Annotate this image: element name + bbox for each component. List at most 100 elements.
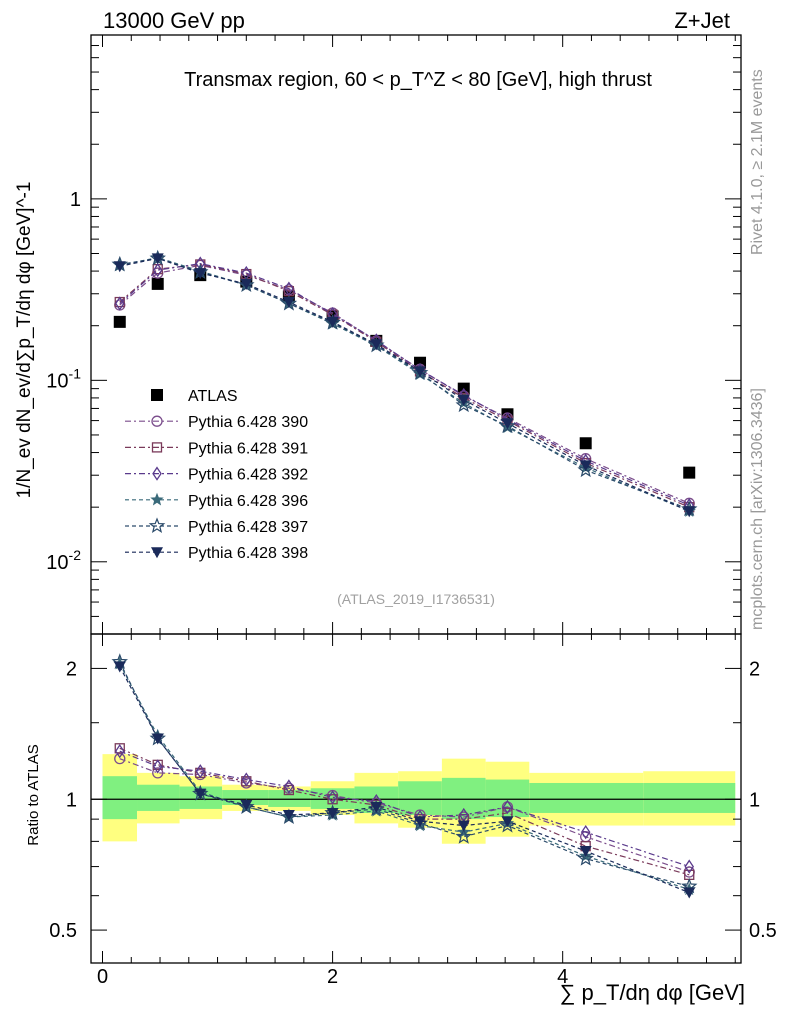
data-point bbox=[282, 297, 295, 309]
ratio-y-tick-label: 1 bbox=[66, 789, 77, 811]
ratio-point bbox=[457, 820, 470, 832]
legend-marker bbox=[151, 415, 163, 427]
data-point bbox=[326, 316, 339, 328]
data-point bbox=[370, 339, 383, 351]
band-inner bbox=[137, 784, 180, 811]
band-inner bbox=[643, 782, 736, 813]
ratio-point bbox=[194, 788, 207, 800]
legend-marker bbox=[151, 547, 163, 559]
data-point bbox=[683, 466, 696, 479]
series-line bbox=[119, 257, 690, 512]
ratio-point bbox=[284, 779, 294, 794]
ratio-point bbox=[327, 790, 338, 805]
ratio-point bbox=[114, 752, 126, 765]
legend-marker bbox=[148, 517, 166, 534]
mcplots-label: mcplots.cern.ch [arXiv:1306.3436] bbox=[749, 388, 766, 630]
data-point bbox=[501, 418, 514, 430]
series-pythia-6-428-398 bbox=[113, 253, 696, 518]
ratio-y-tick-label-right: 2 bbox=[749, 658, 760, 680]
main-panel: 0 2 4 10-2 10-1 1 0.5 0.5 1 1 2 2 bbox=[46, 34, 777, 988]
data-point bbox=[577, 461, 594, 478]
legend-label: Pythia 6.428 390 bbox=[188, 414, 308, 431]
ratio-point bbox=[152, 759, 163, 774]
legend: ATLAS Pythia 6.428 390 Pythia 6.428 391 Pyt… bbox=[125, 388, 308, 562]
band-inner bbox=[102, 776, 138, 820]
data-point bbox=[683, 506, 696, 518]
band-inner bbox=[529, 782, 644, 813]
ratio-line bbox=[119, 666, 690, 894]
series-line bbox=[119, 264, 690, 504]
rivet-label: Rivet 4.1.0, ≥ 2.1M events bbox=[749, 69, 766, 255]
series-line bbox=[119, 262, 690, 506]
x-axis-label: ∑ p_T/dη dφ [GeV] bbox=[560, 980, 745, 1005]
legend-label: Pythia 6.428 396 bbox=[188, 493, 308, 510]
ratio-y-label: Ratio to ATLAS bbox=[25, 744, 42, 845]
ratio-point bbox=[683, 887, 696, 899]
data-point bbox=[240, 278, 253, 290]
ratio-point bbox=[577, 850, 594, 866]
ratio-line bbox=[119, 663, 690, 891]
main-frame bbox=[90, 34, 742, 635]
ratio-point bbox=[195, 764, 206, 779]
x-tick-label: 4 bbox=[557, 966, 568, 988]
x-tick-label: 2 bbox=[327, 966, 338, 988]
ratio-point bbox=[502, 799, 513, 815]
legend-label: ATLAS bbox=[188, 388, 238, 405]
ratio-point bbox=[414, 816, 427, 828]
ratio-y-tick-label-right: 0.5 bbox=[749, 920, 777, 942]
ratio-point bbox=[114, 743, 125, 754]
ratio-point bbox=[240, 800, 253, 812]
ratio-line bbox=[119, 661, 690, 888]
watermark: (ATLAS_2019_I1736531) bbox=[337, 591, 495, 607]
ratio-point bbox=[326, 807, 339, 819]
header-left: 13000 GeV pp bbox=[103, 8, 245, 33]
data-point bbox=[113, 261, 126, 273]
ratio-point bbox=[152, 767, 164, 779]
legend-label: Pythia 6.428 392 bbox=[188, 467, 308, 484]
ratio-frame bbox=[90, 633, 742, 964]
legend-label: Pythia 6.428 397 bbox=[188, 519, 308, 536]
legend-label: Pythia 6.428 391 bbox=[188, 440, 308, 457]
y-tick-label: 1 bbox=[70, 189, 81, 211]
data-point bbox=[194, 268, 207, 280]
ratio-point bbox=[113, 661, 126, 673]
data-point bbox=[284, 281, 294, 296]
data-point bbox=[152, 262, 163, 278]
ratio-point bbox=[579, 846, 592, 858]
series-line bbox=[119, 257, 690, 510]
data-point bbox=[455, 396, 472, 413]
legend-marker bbox=[151, 442, 163, 453]
legend-marker bbox=[152, 466, 162, 481]
band-inner bbox=[268, 790, 311, 807]
ratio-y-tick-label-right: 1 bbox=[749, 789, 760, 811]
legend-marker bbox=[151, 389, 163, 401]
data-point bbox=[414, 366, 427, 378]
data-point bbox=[114, 296, 125, 311]
data-point bbox=[457, 394, 470, 406]
legend-label: Pythia 6.428 398 bbox=[188, 545, 308, 562]
y-tick-label: 10-1 bbox=[46, 365, 81, 392]
main-title: Transmax region, 60 < p_T^Z < 80 [GeV], … bbox=[184, 69, 652, 91]
ratio-line bbox=[119, 750, 690, 868]
ratio-point bbox=[283, 784, 295, 796]
ratio-point bbox=[370, 801, 383, 813]
legend-marker bbox=[150, 492, 164, 506]
ratio-point bbox=[282, 809, 295, 821]
data-point bbox=[151, 253, 164, 265]
ratio-y-tick-label: 2 bbox=[66, 658, 77, 680]
series-line bbox=[119, 256, 690, 512]
ratio-line bbox=[119, 747, 690, 876]
data-point bbox=[579, 437, 592, 450]
ratio-point bbox=[684, 859, 695, 874]
main-y-label: 1/N_ev dN_ev/d∑p_T/dη dφ [GeV]^-1 bbox=[14, 182, 35, 499]
ratio-y-tick-label: 0.5 bbox=[49, 920, 77, 942]
ratio-point bbox=[501, 816, 514, 828]
header-right: Z+Jet bbox=[674, 8, 730, 33]
ratio-point bbox=[151, 733, 164, 745]
y-tick-label: 10-2 bbox=[46, 547, 81, 574]
data-point bbox=[579, 460, 592, 472]
band-inner bbox=[222, 790, 269, 806]
ratio-point bbox=[241, 772, 252, 787]
ratio-series-pythia-6-428-398 bbox=[113, 661, 696, 899]
